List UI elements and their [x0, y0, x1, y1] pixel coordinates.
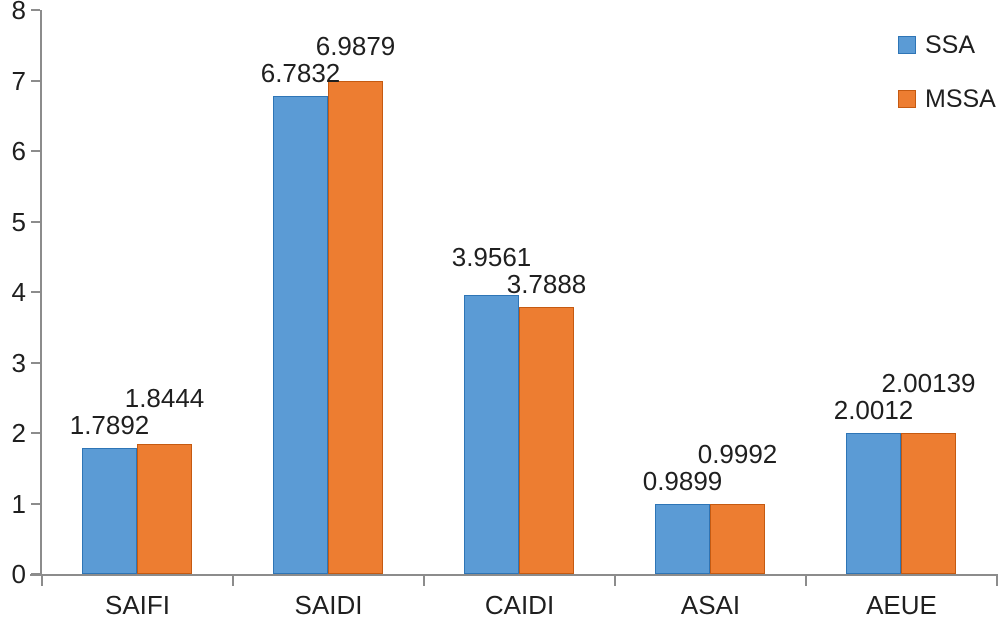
- y-axis-tick-label: 6: [11, 136, 26, 166]
- value-label-mssa-asai: 0.9992: [697, 439, 778, 470]
- value-label-ssa-saifi: 1.7892: [69, 409, 150, 440]
- value-label-ssa-saidi: 6.7832: [260, 57, 341, 88]
- bar-ssa-aeue: [846, 432, 901, 574]
- legend-item-mssa: MSSA: [898, 84, 996, 114]
- y-axis-tick: [31, 9, 40, 11]
- value-label-mssa-saidi: 6.9879: [315, 30, 396, 61]
- legend: SSA MSSA: [898, 30, 996, 114]
- value-label-ssa-aeue: 2.0012: [833, 394, 914, 425]
- bar-ssa-caidi: [464, 295, 519, 574]
- x-axis-tick: [996, 574, 998, 586]
- y-axis-tick: [31, 79, 40, 82]
- value-label-mssa-caidi: 3.7888: [506, 268, 587, 299]
- bar-mssa-saidi: [328, 81, 383, 574]
- value-label-mssa-saifi: 1.8444: [124, 382, 205, 413]
- y-axis-tick-label: 2: [11, 418, 26, 448]
- x-axis-line: [30, 574, 997, 576]
- y-axis-tick-label: 5: [11, 206, 26, 237]
- bar-mssa-aeue: [901, 432, 956, 574]
- legend-swatch-mssa: [898, 90, 916, 108]
- bar-mssa-caidi: [519, 306, 574, 574]
- x-axis-tick: [232, 574, 234, 586]
- x-axis-label-aeue: AEUE: [866, 590, 937, 620]
- bar-ssa-saidi: [273, 95, 328, 574]
- y-axis-tick-label: 7: [11, 65, 26, 96]
- y-axis-line: [40, 10, 42, 574]
- legend-label-mssa: MSSA: [925, 84, 996, 113]
- bar-ssa-asai: [655, 504, 710, 574]
- bar-mssa-asai: [710, 503, 765, 574]
- bar-ssa-saifi: [82, 447, 137, 574]
- x-axis-label-asai: ASAI: [680, 590, 741, 620]
- y-axis-tick-label: 0: [11, 559, 26, 589]
- x-axis-label-saidi: SAIDI: [294, 590, 363, 620]
- y-axis-tick: [31, 361, 40, 364]
- y-axis-tick-label: 1: [11, 488, 26, 519]
- y-axis-tick: [31, 291, 40, 293]
- y-axis-tick: [31, 432, 40, 434]
- x-axis-tick: [805, 574, 807, 586]
- x-axis-label-caidi: CAIDI: [484, 590, 555, 620]
- y-axis-tick: [31, 220, 40, 223]
- value-label-ssa-caidi: 3.9561: [451, 241, 532, 272]
- value-label-mssa-aeue: 2.00139: [881, 367, 976, 398]
- legend-swatch-ssa: [898, 36, 916, 54]
- legend-item-ssa: SSA: [898, 30, 996, 60]
- bar-mssa-saifi: [137, 443, 192, 574]
- x-axis-tick: [423, 574, 425, 586]
- x-axis-label-saifi: SAIFI: [104, 590, 170, 620]
- y-axis-tick-label: 3: [11, 347, 26, 378]
- legend-label-ssa: SSA: [925, 30, 976, 59]
- y-axis-tick-label: 8: [11, 0, 26, 25]
- x-axis-tick: [41, 574, 43, 586]
- y-axis-tick: [31, 150, 40, 152]
- y-axis-tick-label: 4: [11, 277, 26, 307]
- x-axis-tick: [614, 574, 616, 586]
- value-label-ssa-asai: 0.9899: [642, 466, 723, 497]
- y-axis-tick: [31, 502, 40, 505]
- y-axis-tick: [31, 573, 40, 575]
